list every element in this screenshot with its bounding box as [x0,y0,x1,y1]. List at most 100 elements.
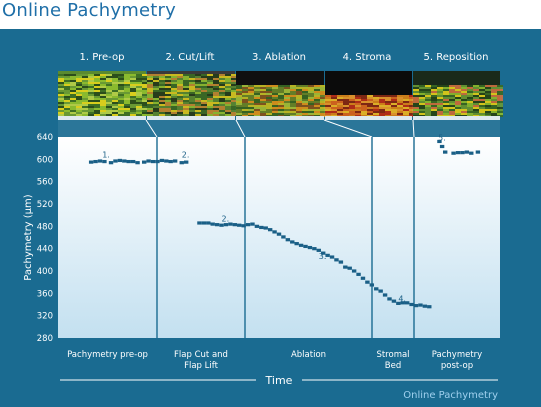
data-point [183,160,189,164]
data-point [272,230,277,234]
data-point [122,159,127,163]
data-point [201,221,207,225]
data-point [298,243,304,247]
data-point [219,223,224,227]
data-point [93,159,98,164]
phase-label: Flap Cut and [174,350,228,360]
data-point [210,222,215,226]
data-point [391,299,397,303]
stage-annotation: 2. [182,150,190,159]
data-point [374,287,379,291]
data-point [294,242,299,246]
data-point [329,255,335,259]
data-point [418,303,423,307]
y-tick-label: 280 [37,334,53,344]
phase-label: post-op [441,361,473,371]
data-point [232,223,237,227]
data-point [360,276,366,280]
data-point [135,161,140,165]
data-point [113,159,118,163]
footer-label: Online Pachymetry [403,390,498,401]
data-point [267,228,273,232]
data-point [117,158,123,163]
data-point [168,159,173,164]
data-point [413,304,419,308]
stage-title: 1. Pre-op [80,52,125,63]
data-point [400,301,405,305]
data-point [303,244,308,249]
data-point [254,224,260,228]
data-point [442,150,448,154]
stage-annotation: 1. [102,150,110,159]
data-point [387,297,392,301]
phase-label: Flap Lift [184,361,218,371]
stage-title: 2. Cut/Lift [166,52,215,63]
plot-area [58,137,500,338]
oct-image-5 [413,71,503,120]
y-tick-label: 400 [37,267,53,277]
data-point [451,151,456,155]
oct-image-4 [325,71,415,120]
data-point [245,223,251,227]
data-point [439,144,445,149]
data-point [228,222,233,226]
oct-image-3 [236,71,326,120]
data-point [422,304,428,308]
data-point [351,269,357,273]
data-point [159,158,165,163]
y-tick-label: 320 [37,312,53,322]
phase-label: Pachymetry pre-op [67,350,148,360]
data-point [141,160,147,164]
y-tick-label: 440 [37,245,53,255]
phase-label: Pachymetry [432,350,482,360]
data-point [343,265,348,269]
connector-line [412,119,415,138]
data-point [312,247,317,251]
y-tick-label: 480 [37,222,53,232]
y-tick-label: 360 [37,289,53,299]
data-point [214,223,220,227]
stage-annotation: 5. [438,134,446,143]
phase-label: Bed [385,361,401,371]
data-point [281,235,286,239]
data-point [464,150,470,154]
data-point [404,301,410,305]
data-point [316,248,321,252]
data-point [263,226,268,230]
stage-annotation: 4. [398,294,406,303]
data-point [382,293,388,297]
connector-line [235,119,246,138]
data-point [259,225,264,230]
data-point [334,258,339,262]
data-point [206,221,211,225]
phase-label: Ablation [291,350,326,360]
data-point [179,161,184,165]
data-point [460,151,465,155]
y-tick-label: 560 [37,178,53,188]
x-axis-title: Time [265,374,293,387]
data-point [102,159,107,164]
data-point [237,223,242,227]
data-point [223,223,229,227]
data-point [290,240,295,244]
y-tick-label: 640 [37,133,53,143]
data-point [197,221,202,225]
stage-title: 4. Stroma [343,52,392,63]
data-point [347,266,352,270]
data-point [97,159,103,163]
data-point [146,159,151,163]
data-point [150,159,156,164]
data-point [108,161,114,165]
data-point [369,283,375,287]
data-point [164,159,169,163]
y-tick-label: 600 [37,155,53,165]
oct-image-2 [147,71,237,120]
data-point [321,251,326,255]
data-point [437,139,442,144]
data-point [276,232,282,236]
page-title: Online Pachymetry [2,0,176,21]
stage-title: 3. Ablation [252,52,306,63]
y-tick-label: 520 [37,200,53,210]
data-point [409,302,414,307]
data-point [325,253,330,257]
